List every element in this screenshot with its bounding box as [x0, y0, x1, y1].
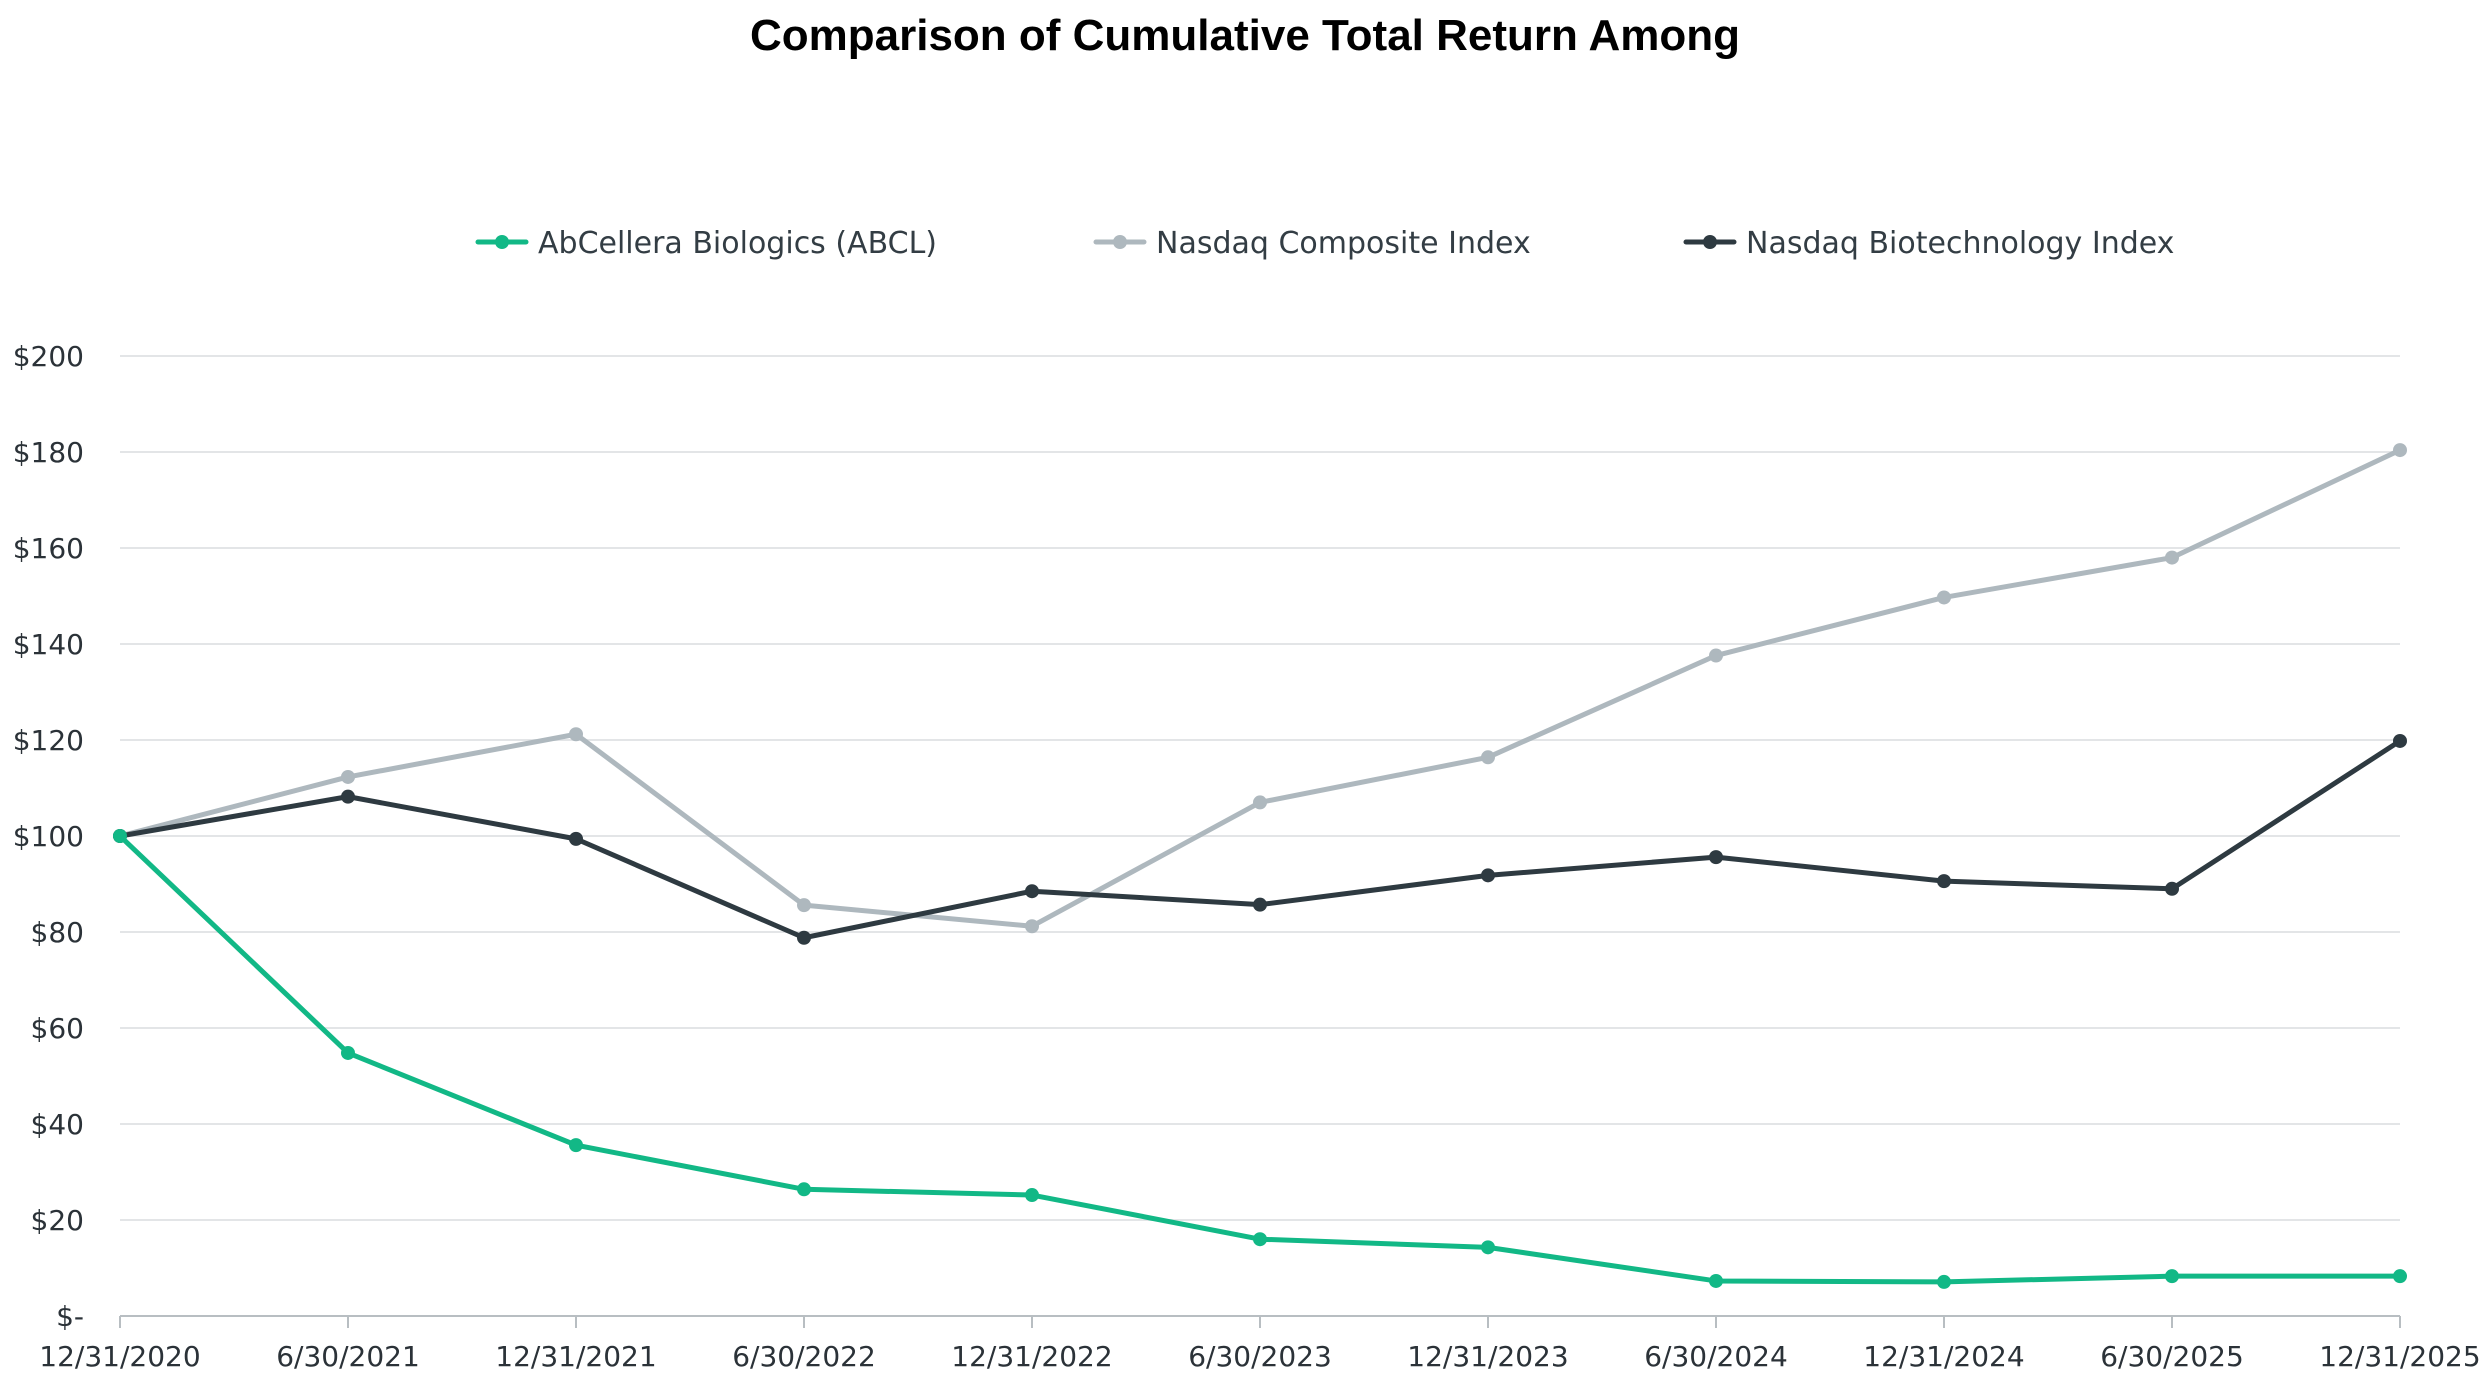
data-point: [341, 1045, 355, 1060]
y-tick-label: $40: [31, 1108, 84, 1141]
data-point: [1709, 1273, 1723, 1288]
y-axis: $- $20 $40 $60 $80 $100 $120 $140 $160 $180 $200: [13, 340, 84, 1333]
x-tick-label: 6/30/2023: [1188, 1340, 1332, 1373]
x-tick-label: 6/30/2024: [1644, 1340, 1788, 1373]
data-point: [2165, 881, 2179, 896]
legend-marker-icon: [495, 235, 509, 249]
data-point: [2393, 443, 2407, 458]
data-point: [1937, 1274, 1951, 1289]
gridlines: [120, 355, 2400, 1221]
legend-entry: Nasdaq Composite Index: [1093, 226, 1531, 261]
series-line: [117, 447, 2403, 929]
y-tick-label: $120: [13, 724, 84, 757]
data-point: [797, 898, 811, 913]
y-tick-label: $200: [13, 340, 84, 373]
data-point: [1253, 1232, 1267, 1247]
x-tick-label: 6/30/2022: [732, 1340, 876, 1373]
data-point: [2393, 733, 2407, 748]
data-point: [341, 769, 355, 784]
series-0: [113, 829, 2407, 1289]
data-point: [569, 727, 583, 742]
data-point: [341, 789, 355, 804]
data-point: [1253, 897, 1267, 912]
data-point: [569, 1138, 583, 1153]
y-tick-label: $180: [13, 436, 84, 469]
legend-label: AbCellera Biologics (ABCL): [538, 226, 937, 261]
legend-label: Nasdaq Biotechnology Index: [1746, 226, 2174, 261]
y-tick-label: $140: [13, 628, 84, 661]
series-2: [113, 733, 2407, 945]
x-tick-label: 12/31/2021: [495, 1340, 656, 1373]
legend: AbCellera Biologics (ABCL) Nasdaq Composi…: [475, 226, 2174, 261]
x-tick-label: 12/31/2022: [951, 1340, 1112, 1373]
data-point: [1481, 868, 1495, 883]
legend-marker-icon: [1703, 235, 1717, 249]
data-point: [1025, 884, 1039, 899]
data-point: [1481, 750, 1495, 765]
x-tick-label: 6/30/2025: [2100, 1340, 2244, 1373]
y-tick-label: $-: [56, 1300, 84, 1333]
series-1: [113, 443, 2407, 934]
data-point: [797, 1182, 811, 1197]
data-point: [1709, 850, 1723, 865]
data-point: [1025, 919, 1039, 934]
y-tick-label: $80: [31, 916, 84, 949]
legend-label: Nasdaq Composite Index: [1156, 226, 1531, 261]
data-point: [797, 930, 811, 945]
data-point: [113, 829, 127, 843]
y-tick-label: $20: [31, 1204, 84, 1237]
x-tick-label: 12/31/2023: [1407, 1340, 1568, 1373]
data-point: [1481, 1240, 1495, 1255]
y-tick-label: $60: [31, 1012, 84, 1045]
x-axis: 12/31/2020 6/30/2021 12/31/2021 6/30/2022 12…: [39, 1315, 2481, 1373]
data-point: [1253, 795, 1267, 810]
y-tick-label: $100: [13, 820, 84, 853]
x-tick-label: 12/31/2024: [1863, 1340, 2024, 1373]
data-point: [2165, 550, 2179, 565]
y-tick-label: $160: [13, 532, 84, 565]
data-point: [2165, 1269, 2179, 1284]
chart-title: Comparison of Cumulative Total Return Am…: [750, 11, 1740, 60]
data-point: [569, 831, 583, 846]
data-point: [1937, 874, 1951, 889]
series-lines: [113, 443, 2407, 1289]
data-point: [1025, 1188, 1039, 1203]
x-tick-label: 6/30/2021: [276, 1340, 420, 1373]
x-tick-label: 12/31/2020: [39, 1340, 200, 1373]
data-point: [2393, 1269, 2407, 1284]
legend-entry: Nasdaq Biotechnology Index: [1683, 226, 2174, 261]
data-point: [1709, 648, 1723, 663]
legend-entry: AbCellera Biologics (ABCL): [475, 226, 937, 261]
legend-marker-icon: [1113, 235, 1127, 249]
data-point: [1937, 590, 1951, 605]
x-tick-label: 12/31/2025: [2319, 1340, 2480, 1373]
